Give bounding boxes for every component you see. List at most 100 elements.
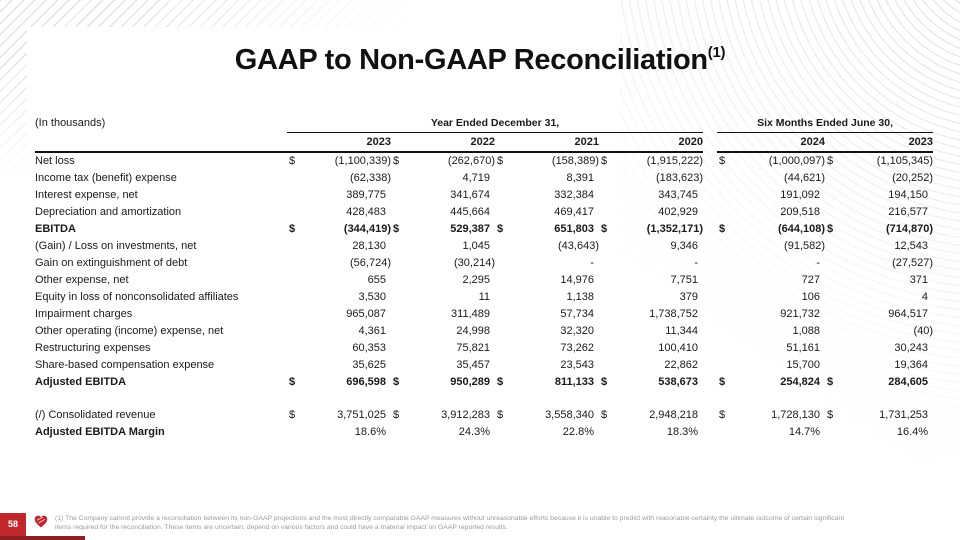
value-cell xyxy=(303,391,391,407)
value-cell: 254,824 xyxy=(780,376,821,388)
year-column-header: 2020 xyxy=(615,132,704,153)
dollar-sign-cell: $ xyxy=(289,376,296,388)
dollar-sign-cell: $ xyxy=(497,223,504,235)
dollar-sign-cell xyxy=(717,424,733,441)
dollar-sign-cell xyxy=(599,187,615,204)
value-cell: (91,582) xyxy=(784,240,826,252)
dollar-sign-cell xyxy=(495,357,511,374)
dollar-sign-cell xyxy=(391,306,407,323)
row-label: (/) Consolidated revenue xyxy=(35,409,156,421)
table-row: Depreciation and amortization 428,483 445,… xyxy=(35,204,933,221)
dollar-sign-cell: $ xyxy=(719,409,726,421)
year-column-header: 2024 xyxy=(733,132,826,153)
hatch-pattern-top xyxy=(0,0,430,27)
value-cell: 3,751,025 xyxy=(337,409,386,421)
row-label: Income tax (benefit) expense xyxy=(35,172,177,184)
dollar-sign-cell xyxy=(287,204,303,221)
value-cell: (1,000,097) xyxy=(768,155,826,167)
group-header-row: (In thousands) Year Ended December 31, S… xyxy=(35,114,934,133)
column-gap xyxy=(703,289,717,306)
dollar-sign-cell xyxy=(391,340,407,357)
dollar-sign-cell xyxy=(599,424,615,441)
dollar-sign-cell xyxy=(391,357,407,374)
dollar-sign-cell xyxy=(717,170,733,187)
value-cell: 51,161 xyxy=(786,342,821,354)
value-cell: (644,108) xyxy=(777,223,826,235)
row-label: Share-based compensation expense xyxy=(35,359,215,371)
value-cell: 11 xyxy=(478,291,490,303)
dollar-sign-cell xyxy=(287,323,303,340)
dollar-sign-cell xyxy=(495,323,511,340)
dollar-sign-cell xyxy=(599,204,615,221)
value-cell: 19,364 xyxy=(894,359,929,371)
column-gap xyxy=(703,238,717,255)
group-header-six-months: Six Months Ended June 30, xyxy=(717,114,934,133)
dollar-sign-cell xyxy=(391,170,407,187)
brand-logo-icon xyxy=(34,515,48,528)
row-label: Gain on extinguishment of debt xyxy=(35,257,188,269)
value-cell: 402,929 xyxy=(658,206,699,218)
value-cell: (1,352,171) xyxy=(646,223,704,235)
title-footnote-marker: (1) xyxy=(707,44,726,62)
row-label: EBITDA xyxy=(35,223,76,235)
dollar-sign-cell xyxy=(495,255,511,272)
value-cell: 32,320 xyxy=(560,325,594,337)
value-cell: 4,719 xyxy=(462,172,490,184)
dollar-sign-cell xyxy=(717,357,733,374)
value-cell: 343,745 xyxy=(658,189,699,201)
value-cell: 35,625 xyxy=(352,359,386,371)
value-cell: 655 xyxy=(367,274,386,286)
table-row: Other operating (income) expense, net 4,3… xyxy=(35,323,933,340)
footnote: (1) The Company cannot provide a reconci… xyxy=(55,514,950,532)
value-cell: 60,353 xyxy=(352,342,386,354)
value-cell: 1,731,253 xyxy=(879,409,929,421)
value-cell: 209,518 xyxy=(780,206,821,218)
table-row: Share-based compensation expense 35,625 35… xyxy=(35,357,933,374)
dollar-sign-cell xyxy=(599,170,615,187)
dollar-sign-cell: $ xyxy=(601,223,608,235)
value-cell: (62,338) xyxy=(350,172,391,184)
value-cell: 18.3% xyxy=(666,426,699,438)
row-label: Other expense, net xyxy=(35,274,129,286)
value-cell: 73,262 xyxy=(560,342,594,354)
value-cell: 14,976 xyxy=(560,274,594,286)
value-cell: 727 xyxy=(801,274,821,286)
value-cell: 311,489 xyxy=(451,308,490,320)
value-cell: - xyxy=(590,257,594,269)
value-cell: 14.7% xyxy=(788,426,821,438)
dollar-sign-cell xyxy=(825,204,841,221)
spacer-row xyxy=(35,391,933,407)
dollar-sign-cell xyxy=(717,306,733,323)
column-gap xyxy=(703,170,717,187)
year-column-header: 2021 xyxy=(511,132,599,153)
value-cell: (1,915,222) xyxy=(646,155,704,167)
value-cell: 3,558,340 xyxy=(545,409,594,421)
value-cell: - xyxy=(816,257,821,269)
value-cell: (183,623) xyxy=(655,172,704,184)
value-cell: 2,948,218 xyxy=(649,409,699,421)
dollar-sign-cell: $ xyxy=(289,223,296,235)
reconciliation-table-body: (In thousands) Year Ended December 31, S… xyxy=(35,114,934,441)
dollar-sign-cell xyxy=(825,187,841,204)
value-cell: 445,664 xyxy=(450,206,490,218)
value-cell: 696,598 xyxy=(346,376,386,388)
column-gap xyxy=(703,204,717,221)
units-label: (In thousands) xyxy=(35,117,106,130)
dollar-sign-cell: $ xyxy=(719,376,726,388)
table-row: Gain on extinguishment of debt (56,724) (3… xyxy=(35,255,933,272)
value-cell: 16.4% xyxy=(896,426,929,438)
value-cell: 9,346 xyxy=(670,240,699,252)
table-row: Net loss $ (1,100,339) $ (262,670) $ (158,389)… xyxy=(35,152,933,170)
value-cell: 216,577 xyxy=(888,206,929,218)
table-row: Interest expense, net 389,775 341,674 332,3… xyxy=(35,187,933,204)
value-cell: 950,289 xyxy=(450,376,490,388)
column-gap xyxy=(703,114,717,133)
dollar-sign-cell: $ xyxy=(393,155,400,167)
value-cell xyxy=(733,391,825,407)
dollar-sign-cell: $ xyxy=(827,409,834,421)
dollar-sign-cell xyxy=(287,238,303,255)
dollar-sign-cell xyxy=(495,170,511,187)
year-column-header: 2023 xyxy=(841,132,934,153)
dollar-sign-cell xyxy=(825,255,841,272)
dollar-sign-cell xyxy=(287,289,303,306)
